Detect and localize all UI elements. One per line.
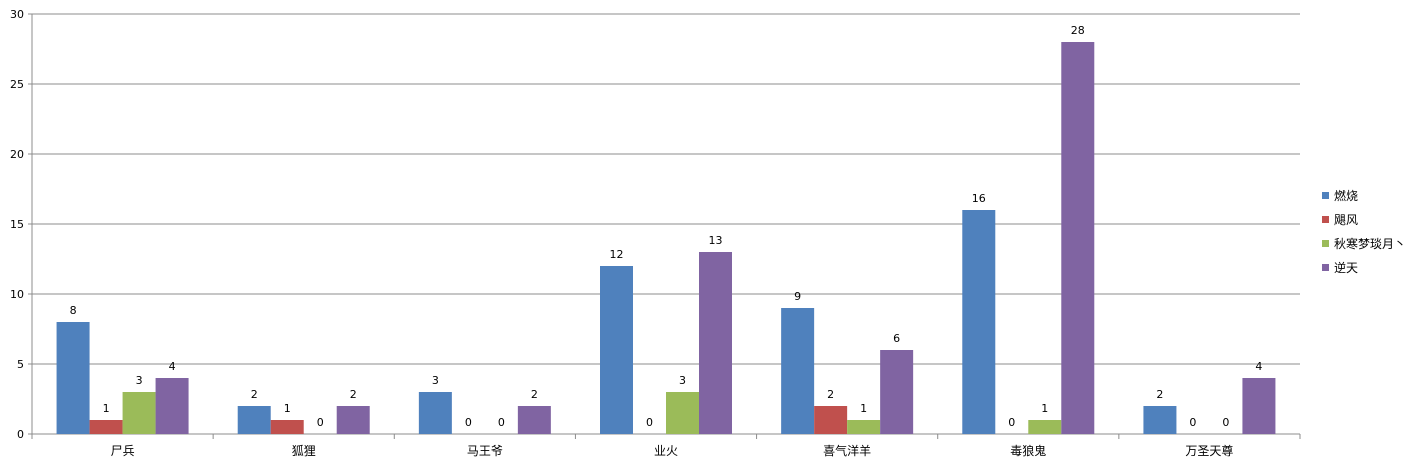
y-tick-label: 5: [17, 358, 24, 371]
data-label: 1: [860, 402, 867, 415]
bar: [847, 420, 881, 434]
grid-layer: [32, 13, 1300, 365]
legend-swatch: [1322, 192, 1329, 199]
data-label: 2: [531, 388, 538, 401]
bar: [270, 420, 304, 434]
x-category-label: 尸兵: [111, 444, 135, 458]
bar-layer: [56, 42, 1276, 434]
y-tick-label: 15: [10, 218, 24, 231]
legend-label: 燃烧: [1334, 188, 1358, 203]
bar: [1028, 420, 1062, 434]
data-label: 0: [1189, 416, 1196, 429]
data-label: 9: [794, 290, 801, 303]
data-label: 1: [284, 402, 291, 415]
bar: [699, 252, 732, 434]
y-tick-label: 10: [10, 288, 24, 301]
legend-label: 飓风: [1334, 213, 1358, 227]
bar: [336, 406, 370, 434]
data-label: 12: [610, 248, 624, 261]
bar: [237, 406, 271, 434]
bar: [962, 210, 996, 434]
data-label: 28: [1071, 24, 1085, 37]
bar: [517, 406, 551, 434]
data-label: 0: [465, 416, 472, 429]
bar: [122, 392, 156, 434]
bar: [418, 392, 452, 434]
data-label: 3: [136, 374, 143, 387]
bar: [155, 378, 189, 434]
data-label: 0: [1008, 416, 1015, 429]
data-label: 3: [432, 374, 439, 387]
legend-swatch: [1322, 264, 1329, 271]
data-label: 4: [169, 360, 176, 373]
data-label: 2: [827, 388, 834, 401]
bar: [600, 266, 633, 434]
data-label: 0: [317, 416, 324, 429]
data-label: 0: [1222, 416, 1229, 429]
bar: [56, 322, 90, 434]
data-label: 8: [70, 304, 77, 317]
y-tick-label: 0: [17, 428, 24, 441]
data-label: 4: [1255, 360, 1262, 373]
data-label: 0: [646, 416, 653, 429]
x-category-label: 狐狸: [292, 444, 316, 458]
legend-swatch: [1322, 240, 1329, 247]
bar: [1061, 42, 1095, 434]
data-label: 0: [498, 416, 505, 429]
y-tick-label: 25: [10, 78, 24, 91]
x-category-label: 喜气洋羊: [823, 443, 871, 458]
bar: [781, 308, 815, 434]
legend-label: 逆天: [1334, 260, 1358, 275]
legend-label: 秋寒梦琰月丶: [1334, 236, 1406, 251]
legend-swatch: [1322, 216, 1329, 223]
x-category-label: 毒狼鬼: [1010, 443, 1046, 458]
data-label: 3: [679, 374, 686, 387]
x-category-label: 业火: [654, 444, 678, 458]
bar: [1242, 378, 1276, 434]
x-category-label: 马王爷: [467, 444, 503, 458]
data-label: 13: [709, 234, 723, 247]
bar: [814, 406, 848, 434]
data-label: 2: [251, 388, 258, 401]
data-label: 16: [972, 192, 986, 205]
x-category-label: 万圣天尊: [1185, 443, 1233, 458]
data-label: 1: [1041, 402, 1048, 415]
y-tick-label: 30: [10, 8, 24, 21]
data-label: 6: [893, 332, 900, 345]
y-tick-label: 20: [10, 148, 24, 161]
bar: [1143, 406, 1177, 434]
bar: [880, 350, 914, 434]
data-label: 2: [1156, 388, 1163, 401]
data-label: 1: [103, 402, 110, 415]
bar: [666, 392, 699, 434]
bar: [89, 420, 123, 434]
data-label: 2: [350, 388, 357, 401]
